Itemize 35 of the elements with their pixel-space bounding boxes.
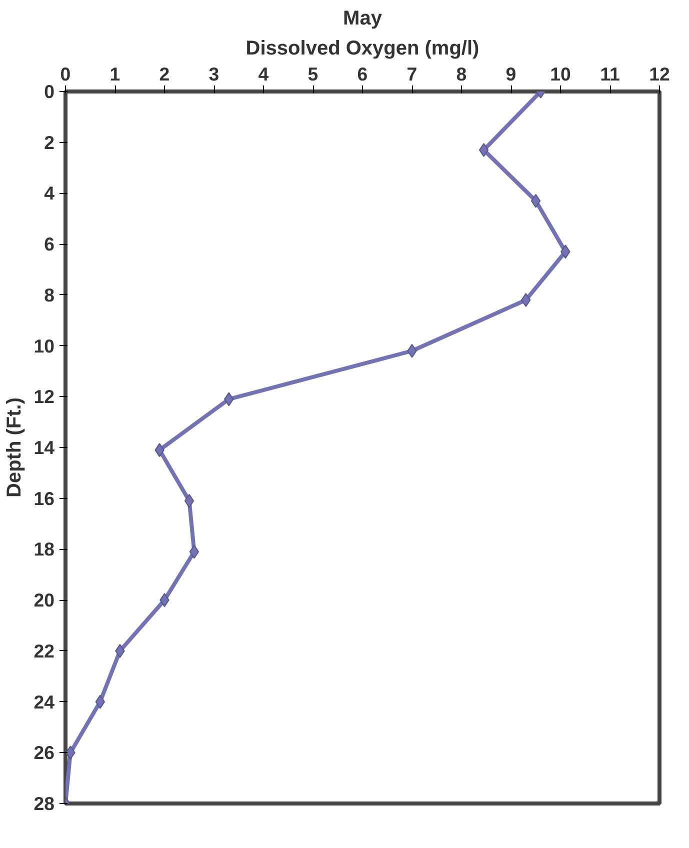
x-tick-label: 6 xyxy=(357,64,368,84)
x-tick-label: 8 xyxy=(456,64,467,84)
chart-title: May xyxy=(343,8,383,30)
x-tick-label: 3 xyxy=(208,64,220,84)
y-tick-label: 6 xyxy=(44,234,55,255)
x-tick-label: 10 xyxy=(550,64,571,84)
x-axis-title: Dissolved Oxygen (mg/l) xyxy=(246,38,480,60)
x-tick-label: 7 xyxy=(406,64,418,84)
point xyxy=(478,142,489,157)
x-tick-label: 2 xyxy=(159,64,170,84)
y-tick-label: 12 xyxy=(34,386,55,408)
y-tick-label: 2 xyxy=(44,132,55,153)
y-tick-label: 20 xyxy=(34,590,55,611)
x-tick-label: 0 xyxy=(60,64,71,84)
x-tick-label: 12 xyxy=(649,64,670,84)
y-tick-label: 26 xyxy=(34,742,55,764)
point xyxy=(184,494,194,508)
x-tick-label: 5 xyxy=(308,64,318,84)
y-tick-label: 0 xyxy=(44,81,55,102)
y-tick-label: 16 xyxy=(34,488,55,509)
y-tick-label: 10 xyxy=(34,335,55,356)
y-tick-label: 24 xyxy=(34,691,56,712)
x-tick-label: 1 xyxy=(110,64,120,84)
x-tick-label: 11 xyxy=(600,64,620,84)
point xyxy=(530,194,541,208)
y-tick-label: 8 xyxy=(44,284,55,306)
y-tick-label: 28 xyxy=(34,793,55,814)
y-tick-label: 22 xyxy=(34,640,55,662)
x-tick-label: 9 xyxy=(506,64,516,84)
y-axis-title: Depth (Ft.) xyxy=(4,398,26,498)
point xyxy=(189,544,200,559)
y-tick-label: 18 xyxy=(34,538,55,560)
x-tick-label: 4 xyxy=(258,64,270,84)
y-tick-label: 4 xyxy=(44,182,56,204)
y-tick-label: 14 xyxy=(34,437,56,458)
